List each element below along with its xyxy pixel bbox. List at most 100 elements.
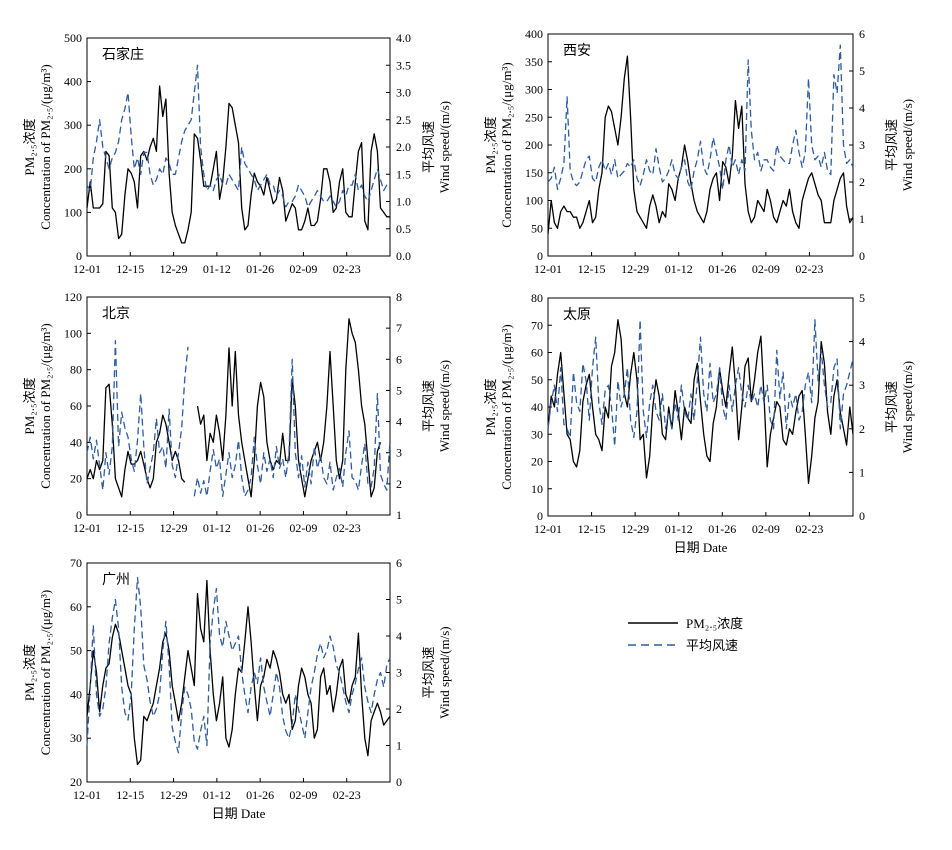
left-tick-label: 50 [531,373,543,387]
left-tick-label: 70 [531,318,543,332]
left-tick-label: 500 [64,31,82,45]
left-tick-label: 150 [525,166,543,180]
x-axis-label: 日期 Date [674,540,728,555]
left-axis-label-en: Concentration of PM₂.₅/(μg/m³) [38,323,53,488]
left-tick-label: 100 [525,194,543,208]
x-tick-label: 01-26 [708,262,736,276]
legend-pm-label: PM₂.₅浓度 [686,616,743,631]
x-tick-label: 02-09 [289,521,317,535]
left-tick-label: 40 [70,687,82,701]
left-tick-label: 400 [64,75,82,89]
left-tick-label: 40 [70,435,82,449]
left-tick-label: 50 [531,221,543,235]
x-tick-label: 12-15 [116,788,144,802]
right-tick-label: 0 [859,249,865,263]
right-tick-label: 6 [859,27,865,41]
right-tick-label: 8 [396,290,402,304]
right-tick-label: 6 [396,352,402,366]
x-tick-label: 02-09 [752,522,780,536]
left-tick-label: 20 [70,775,82,789]
left-tick-label: 50 [70,644,82,658]
left-tick-label: 80 [531,291,543,305]
legend-wind-label: 平均风速 [686,638,738,653]
left-tick-label: 80 [70,363,82,377]
x-tick-label: 12-29 [160,788,188,802]
left-tick-label: 300 [64,118,82,132]
left-axis-label-en: Concentration of PM₂.₅/(μg/m³) [38,64,53,229]
right-tick-label: 6 [396,556,402,570]
right-axis-label-en: Wind speed/(m/s) [437,626,452,718]
left-tick-label: 120 [64,290,82,304]
left-tick-label: 350 [525,55,543,69]
left-tick-label: 200 [64,162,82,176]
right-tick-label: 3 [396,446,402,460]
chart-panel-1: 0 100 200 300 400 500 0.0 0.5 1.0 1.5 2.0 2.5 3.0 3.5… [22,31,452,276]
left-axis-label-cn: PM₂.₅浓度 [22,118,37,175]
right-axis-label-en: Wind speed/(m/s) [437,101,452,193]
right-tick-label: 4.0 [396,31,411,45]
panel-title: 太原 [563,307,591,323]
left-tick-label: 60 [70,399,82,413]
x-tick-label: 12-15 [116,262,144,276]
x-tick-label: 12-15 [578,262,606,276]
right-tick-label: 2.5 [396,113,411,127]
pm25-line [86,85,390,244]
left-tick-label: 30 [70,731,82,745]
x-tick-label: 02-23 [333,521,361,535]
right-tick-label: 3 [859,138,865,152]
x-tick-label: 01-12 [203,262,231,276]
left-tick-label: 250 [525,110,543,124]
right-axis-label-cn: 平均风速 [884,119,899,171]
x-axis-label: 日期 Date [212,806,266,821]
right-tick-label: 4 [396,629,402,643]
panel-title: 西安 [563,43,591,59]
x-tick-label: 12-29 [621,262,649,276]
x-tick-label: 12-15 [578,522,606,536]
x-tick-label: 01-12 [203,521,231,535]
x-tick-label: 02-23 [333,262,361,276]
right-tick-label: 4 [396,415,402,429]
x-tick-label: 01-26 [246,788,274,802]
right-tick-label: 0.0 [396,249,411,263]
right-tick-label: 1 [396,508,402,522]
x-tick-label: 12-01 [73,788,101,802]
right-tick-label: 4 [859,335,865,349]
right-tick-label: 2 [859,422,865,436]
x-tick-label: 01-26 [246,521,274,535]
panel-title: 广州 [102,572,130,588]
right-tick-label: 1.5 [396,167,411,181]
chart-panel-2: 0 50 100 150 200 250 300 350 400 0 1 2 3 4 5 6 12-01 12-1… [483,27,915,276]
wind-speed-line [86,576,391,754]
left-tick-label: 200 [525,138,543,152]
x-tick-label: 12-29 [160,521,188,535]
x-tick-label: 02-23 [333,788,361,802]
x-tick-label: 02-23 [795,262,823,276]
x-tick-label: 01-12 [665,262,693,276]
left-tick-label: 20 [531,455,543,469]
left-axis-label-cn: PM₂.₅浓度 [22,644,37,701]
left-axis-label-en: Concentration of PM₂.₅/(μg/m³) [499,62,514,227]
right-tick-label: 5 [396,383,402,397]
right-tick-label: 0.5 [396,222,411,236]
x-tick-label: 12-01 [73,521,101,535]
pm25-line [547,319,854,484]
chart-panel-5: 20 30 40 50 60 70 0 1 2 3 4 5 6 12-01 12-15 12-29 01-12 0… [22,556,452,821]
legend: PM₂.₅浓度 平均风速 [628,616,743,653]
right-tick-label: 0 [396,775,402,789]
right-tick-label: 3.0 [396,86,411,100]
right-tick-label: 7 [396,321,402,335]
pm25-line [86,318,382,498]
panel-title: 石家庄 [102,46,144,63]
right-tick-label: 2 [396,702,402,716]
left-axis-label-cn: PM₂.₅浓度 [483,378,498,435]
x-tick-label: 12-15 [116,521,144,535]
x-tick-label: 01-26 [708,522,736,536]
x-tick-label: 12-01 [534,522,562,536]
left-tick-label: 0 [76,249,82,263]
left-tick-label: 70 [70,556,82,570]
right-tick-label: 2 [396,477,402,491]
right-axis-label-cn: 平均风速 [884,381,899,433]
right-tick-label: 1.0 [396,195,411,209]
left-tick-label: 60 [70,600,82,614]
